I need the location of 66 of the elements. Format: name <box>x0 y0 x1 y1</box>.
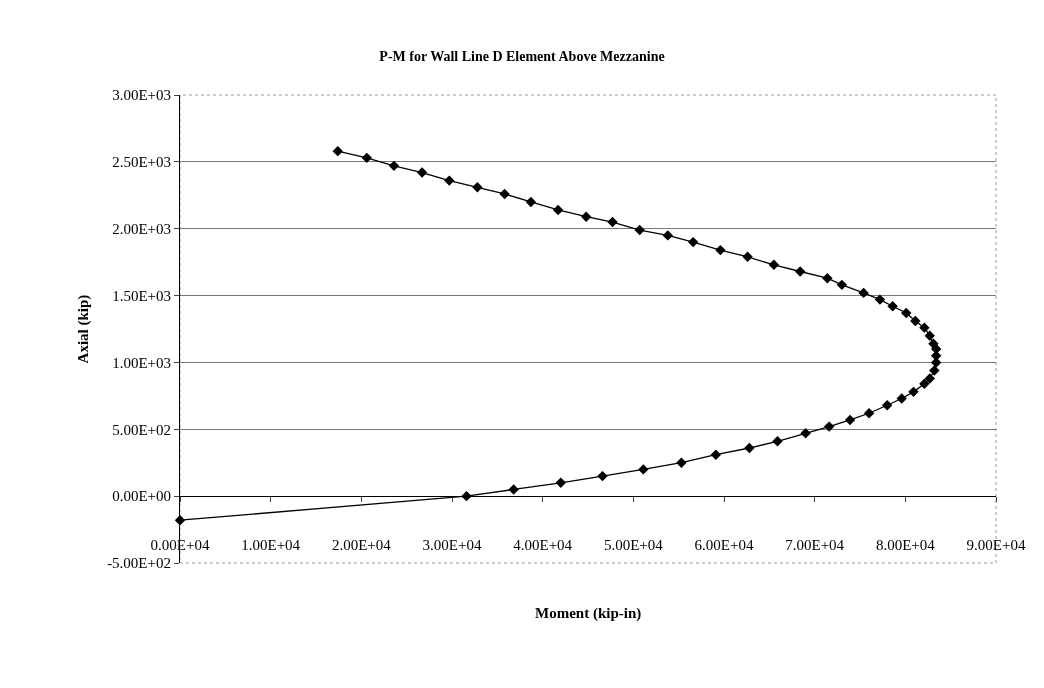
point <box>525 196 537 208</box>
x-tick-label: 4.00E+04 <box>513 537 573 554</box>
point <box>874 294 886 305</box>
point <box>634 224 645 236</box>
point <box>896 393 907 404</box>
y-tick-label: 0.00E+00 <box>112 488 171 505</box>
point <box>499 188 510 200</box>
point <box>552 204 564 216</box>
point <box>863 408 875 419</box>
point <box>928 338 939 349</box>
point <box>580 211 592 222</box>
y-tick-label: 5.00E+02 <box>112 421 171 438</box>
point <box>919 378 930 390</box>
x-tick-label: 8.00E+04 <box>875 537 936 554</box>
point <box>924 373 936 384</box>
point <box>919 322 930 333</box>
point <box>676 457 687 468</box>
point <box>887 301 898 312</box>
point <box>910 315 921 327</box>
point <box>800 428 811 439</box>
x-axis-title: Moment (kip-in) <box>535 605 642 622</box>
point <box>742 251 753 262</box>
point <box>388 160 400 172</box>
y-tick-label: 2.50E+03 <box>112 154 171 171</box>
y-tick-label: 1.50E+03 <box>112 287 171 304</box>
y-tick-label: 2.00E+03 <box>112 220 171 237</box>
x-tick-label: 1.00E+04 <box>241 537 301 554</box>
y-tick-label: 3.00E+03 <box>112 87 171 104</box>
x-tick-label: 9.00E+04 <box>966 537 1026 554</box>
point <box>858 287 869 299</box>
x-tick-label: 2.00E+04 <box>331 537 392 554</box>
point <box>908 386 919 398</box>
point <box>638 464 649 475</box>
point <box>607 216 618 228</box>
point <box>361 152 372 164</box>
point <box>836 279 848 291</box>
point <box>687 236 699 248</box>
point <box>416 167 428 178</box>
x-tick-label: 6.00E+04 <box>694 537 754 554</box>
point <box>823 421 835 432</box>
point <box>744 442 755 454</box>
point <box>929 365 940 376</box>
point <box>555 477 566 488</box>
point <box>444 175 455 186</box>
point <box>794 266 806 277</box>
point <box>508 484 519 495</box>
point <box>772 436 783 447</box>
point <box>472 182 483 193</box>
y-tick-label: -5.00E+02 <box>107 555 171 572</box>
point <box>924 330 936 341</box>
point <box>715 244 726 256</box>
chart-title: P-M for Wall Line D Element Above Mezzanine <box>379 49 665 65</box>
point <box>662 230 673 241</box>
point <box>822 272 833 284</box>
x-tick-label: 5.00E+04 <box>603 537 664 554</box>
x-tick-label: 7.00E+04 <box>785 537 845 554</box>
y-axis-title: Axial (kip) <box>75 294 93 364</box>
point <box>901 307 912 319</box>
point <box>882 400 893 411</box>
point <box>597 470 608 482</box>
point <box>710 449 722 460</box>
point <box>768 259 780 271</box>
y-tick-label: 1.00E+03 <box>112 354 171 371</box>
x-tick-label: 3.00E+04 <box>422 537 482 554</box>
point <box>844 414 856 426</box>
point <box>332 145 343 157</box>
